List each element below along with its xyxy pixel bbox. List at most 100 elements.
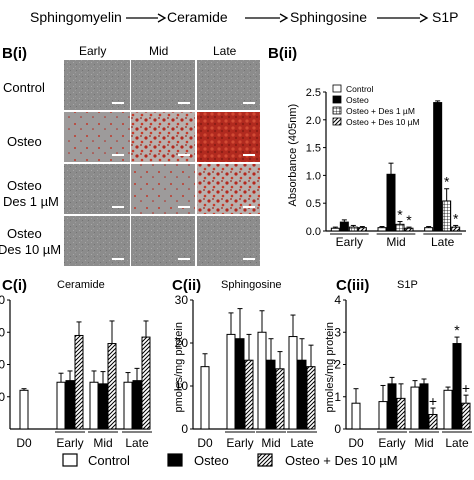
row-label-osteo-des10: Osteo bbox=[7, 226, 42, 241]
chart-c2-ytick-label: 20 bbox=[175, 336, 189, 350]
chart-c3-subtitle: S1P bbox=[397, 279, 418, 291]
chart-b-ii-bar bbox=[330, 227, 340, 232]
chart-c1-bar bbox=[65, 380, 75, 430]
legend-swatch-des10 bbox=[257, 453, 273, 467]
chart-c3-xtick-label: Mid bbox=[414, 436, 433, 450]
micrograph-des10-early bbox=[64, 216, 130, 266]
chart-c3-ytick-label: 2 bbox=[334, 358, 341, 372]
chart-b-ii-bar bbox=[451, 226, 461, 232]
chart-b-ii-legend-label: Control bbox=[346, 84, 374, 94]
chart-b-ii-legend-swatch bbox=[332, 84, 342, 93]
chart-c3-xtick-label: D0 bbox=[348, 436, 364, 450]
chart-c3-ytick-label: 0 bbox=[334, 422, 341, 436]
panel-b-i-label: B(i) bbox=[2, 45, 27, 62]
chart-b-ii-significance-star: * bbox=[453, 210, 459, 226]
chart-c2-ylabel: pmoles/mg protein bbox=[173, 322, 185, 413]
chart-b-ii-xtick-label: Mid bbox=[386, 235, 405, 249]
chart-c3-bar bbox=[396, 397, 406, 430]
micrograph-des10-late bbox=[197, 216, 260, 266]
chart-c2-bar bbox=[297, 359, 307, 430]
chart-c3-bar bbox=[387, 383, 397, 430]
pathway-step-4: S1P bbox=[432, 9, 458, 25]
column-label-late: Late bbox=[213, 44, 237, 58]
chart-b-ii-bar bbox=[424, 227, 434, 232]
chart-c2-ytick-label: 0 bbox=[181, 422, 188, 436]
chart-c1-title: C(i) bbox=[2, 277, 27, 294]
chart-b-ii-ytick-label: 0.0 bbox=[306, 226, 321, 238]
chart-c3-ytick-label: 3 bbox=[334, 325, 341, 339]
chart-b-ii-legend-swatch bbox=[332, 95, 342, 104]
chart-c3-ytick-label: 4 bbox=[334, 293, 341, 307]
chart-b-ii-legend-label: Osteo + Des 1 µM bbox=[346, 106, 415, 116]
chart-b-ii-xtick-label: Late bbox=[431, 235, 455, 249]
chart-c1-bar bbox=[89, 381, 99, 430]
row-label-osteo-des1: Osteo bbox=[7, 178, 42, 193]
micrograph-osteo-early bbox=[64, 112, 130, 162]
chart-c1-bar bbox=[132, 380, 142, 430]
micrograph-osteo-late bbox=[197, 112, 260, 162]
chart-c2-xtick-label: Early bbox=[226, 436, 253, 450]
chart-b-ii-xtick-label: Early bbox=[336, 235, 363, 249]
micrograph-control-early bbox=[64, 60, 130, 110]
chart-c2-bar bbox=[306, 366, 316, 430]
chart-c1-bar bbox=[19, 389, 29, 430]
chart-c2-bar bbox=[200, 366, 210, 430]
pathway-arrowhead-3 bbox=[419, 13, 429, 23]
chart-c3-title: C(iii) bbox=[336, 277, 369, 294]
row-label-osteo: Osteo bbox=[7, 134, 42, 149]
chart-b-ii-bar bbox=[339, 221, 349, 232]
pathway-arrowhead-2 bbox=[279, 13, 289, 23]
chart-b-ii-bar bbox=[386, 173, 396, 232]
chart-b-ii-ytick-label: 2.0 bbox=[306, 115, 321, 127]
chart-c2-xtick-label: Late bbox=[290, 436, 314, 450]
chart-c3-xtick-label: Early bbox=[378, 436, 405, 450]
chart-c3-significance-mark: + bbox=[429, 393, 437, 409]
pathway-step-3: Sphingosine bbox=[290, 9, 367, 25]
chart-c2-bar bbox=[244, 359, 254, 430]
legend-label-control: Control bbox=[88, 453, 130, 468]
chart-c-ii: C(ii) Sphingosine pmoles/mg protein 0 10 20 30… bbox=[172, 277, 317, 450]
chart-c2-xtick-label: Mid bbox=[261, 436, 280, 450]
chart-b-ii-ytick-label: 1.5 bbox=[306, 143, 321, 155]
pathway-arrowhead-1 bbox=[157, 13, 167, 23]
chart-c3-ylabel: pmoles/mg protein bbox=[324, 322, 336, 413]
legend-swatch-osteo bbox=[167, 453, 183, 467]
micrograph-des1-early bbox=[64, 164, 130, 214]
chart-c3-significance-mark: * bbox=[454, 322, 460, 338]
micrograph-osteo-mid bbox=[131, 112, 195, 162]
chart-c1-ytick-label: 000 bbox=[0, 325, 5, 339]
chart-c1-xtick-label: D0 bbox=[16, 436, 32, 450]
chart-c3-significance-mark: + bbox=[462, 380, 470, 396]
column-label-early: Early bbox=[79, 44, 106, 58]
chart-c3-ytick-label: 1 bbox=[334, 390, 341, 404]
legend-swatch-control bbox=[62, 453, 78, 467]
row-label-des1: Des 1 µM bbox=[3, 194, 59, 209]
chart-b-ii-bar bbox=[395, 223, 405, 232]
chart-b-ii-legend-swatch bbox=[332, 117, 342, 126]
legend-label-des10: Osteo + Des 10 µM bbox=[285, 453, 398, 468]
chart-b-ii-bar bbox=[348, 226, 358, 232]
pathway-step-1: Sphingomyelin bbox=[30, 9, 122, 25]
chart-b-ii-ytick-label: 2.5 bbox=[306, 87, 321, 99]
micrograph-des1-mid bbox=[131, 164, 195, 214]
chart-c2-subtitle: Sphingosine bbox=[221, 279, 282, 291]
pathway-header: Sphingomyelin Ceramide Sphingosine S1P bbox=[30, 9, 458, 25]
chart-c3-bar bbox=[351, 402, 361, 430]
chart-c2-ytick-label: 10 bbox=[175, 379, 189, 393]
chart-c1-bar bbox=[123, 381, 133, 430]
micrograph-control-late bbox=[197, 60, 260, 110]
chart-b-ii-significance-star: * bbox=[397, 207, 403, 223]
legend-label-osteo: Osteo bbox=[194, 453, 229, 468]
chart-b-ii-legend-label: Osteo + Des 10 µM bbox=[346, 117, 420, 127]
chart-c3-bar bbox=[419, 383, 429, 430]
chart-c3-bar bbox=[452, 343, 462, 430]
chart-c1-bar bbox=[141, 336, 151, 430]
chart-c1-bar bbox=[74, 334, 84, 430]
chart-c1-xtick-label: Late bbox=[125, 436, 149, 450]
chart-c1-ytick-label: 000 bbox=[0, 293, 5, 307]
chart-c2-bar bbox=[226, 333, 236, 430]
chart-b-ii-bar bbox=[377, 227, 387, 232]
chart-c2-xtick-label: D0 bbox=[197, 436, 213, 450]
chart-c2-bar bbox=[275, 368, 285, 430]
